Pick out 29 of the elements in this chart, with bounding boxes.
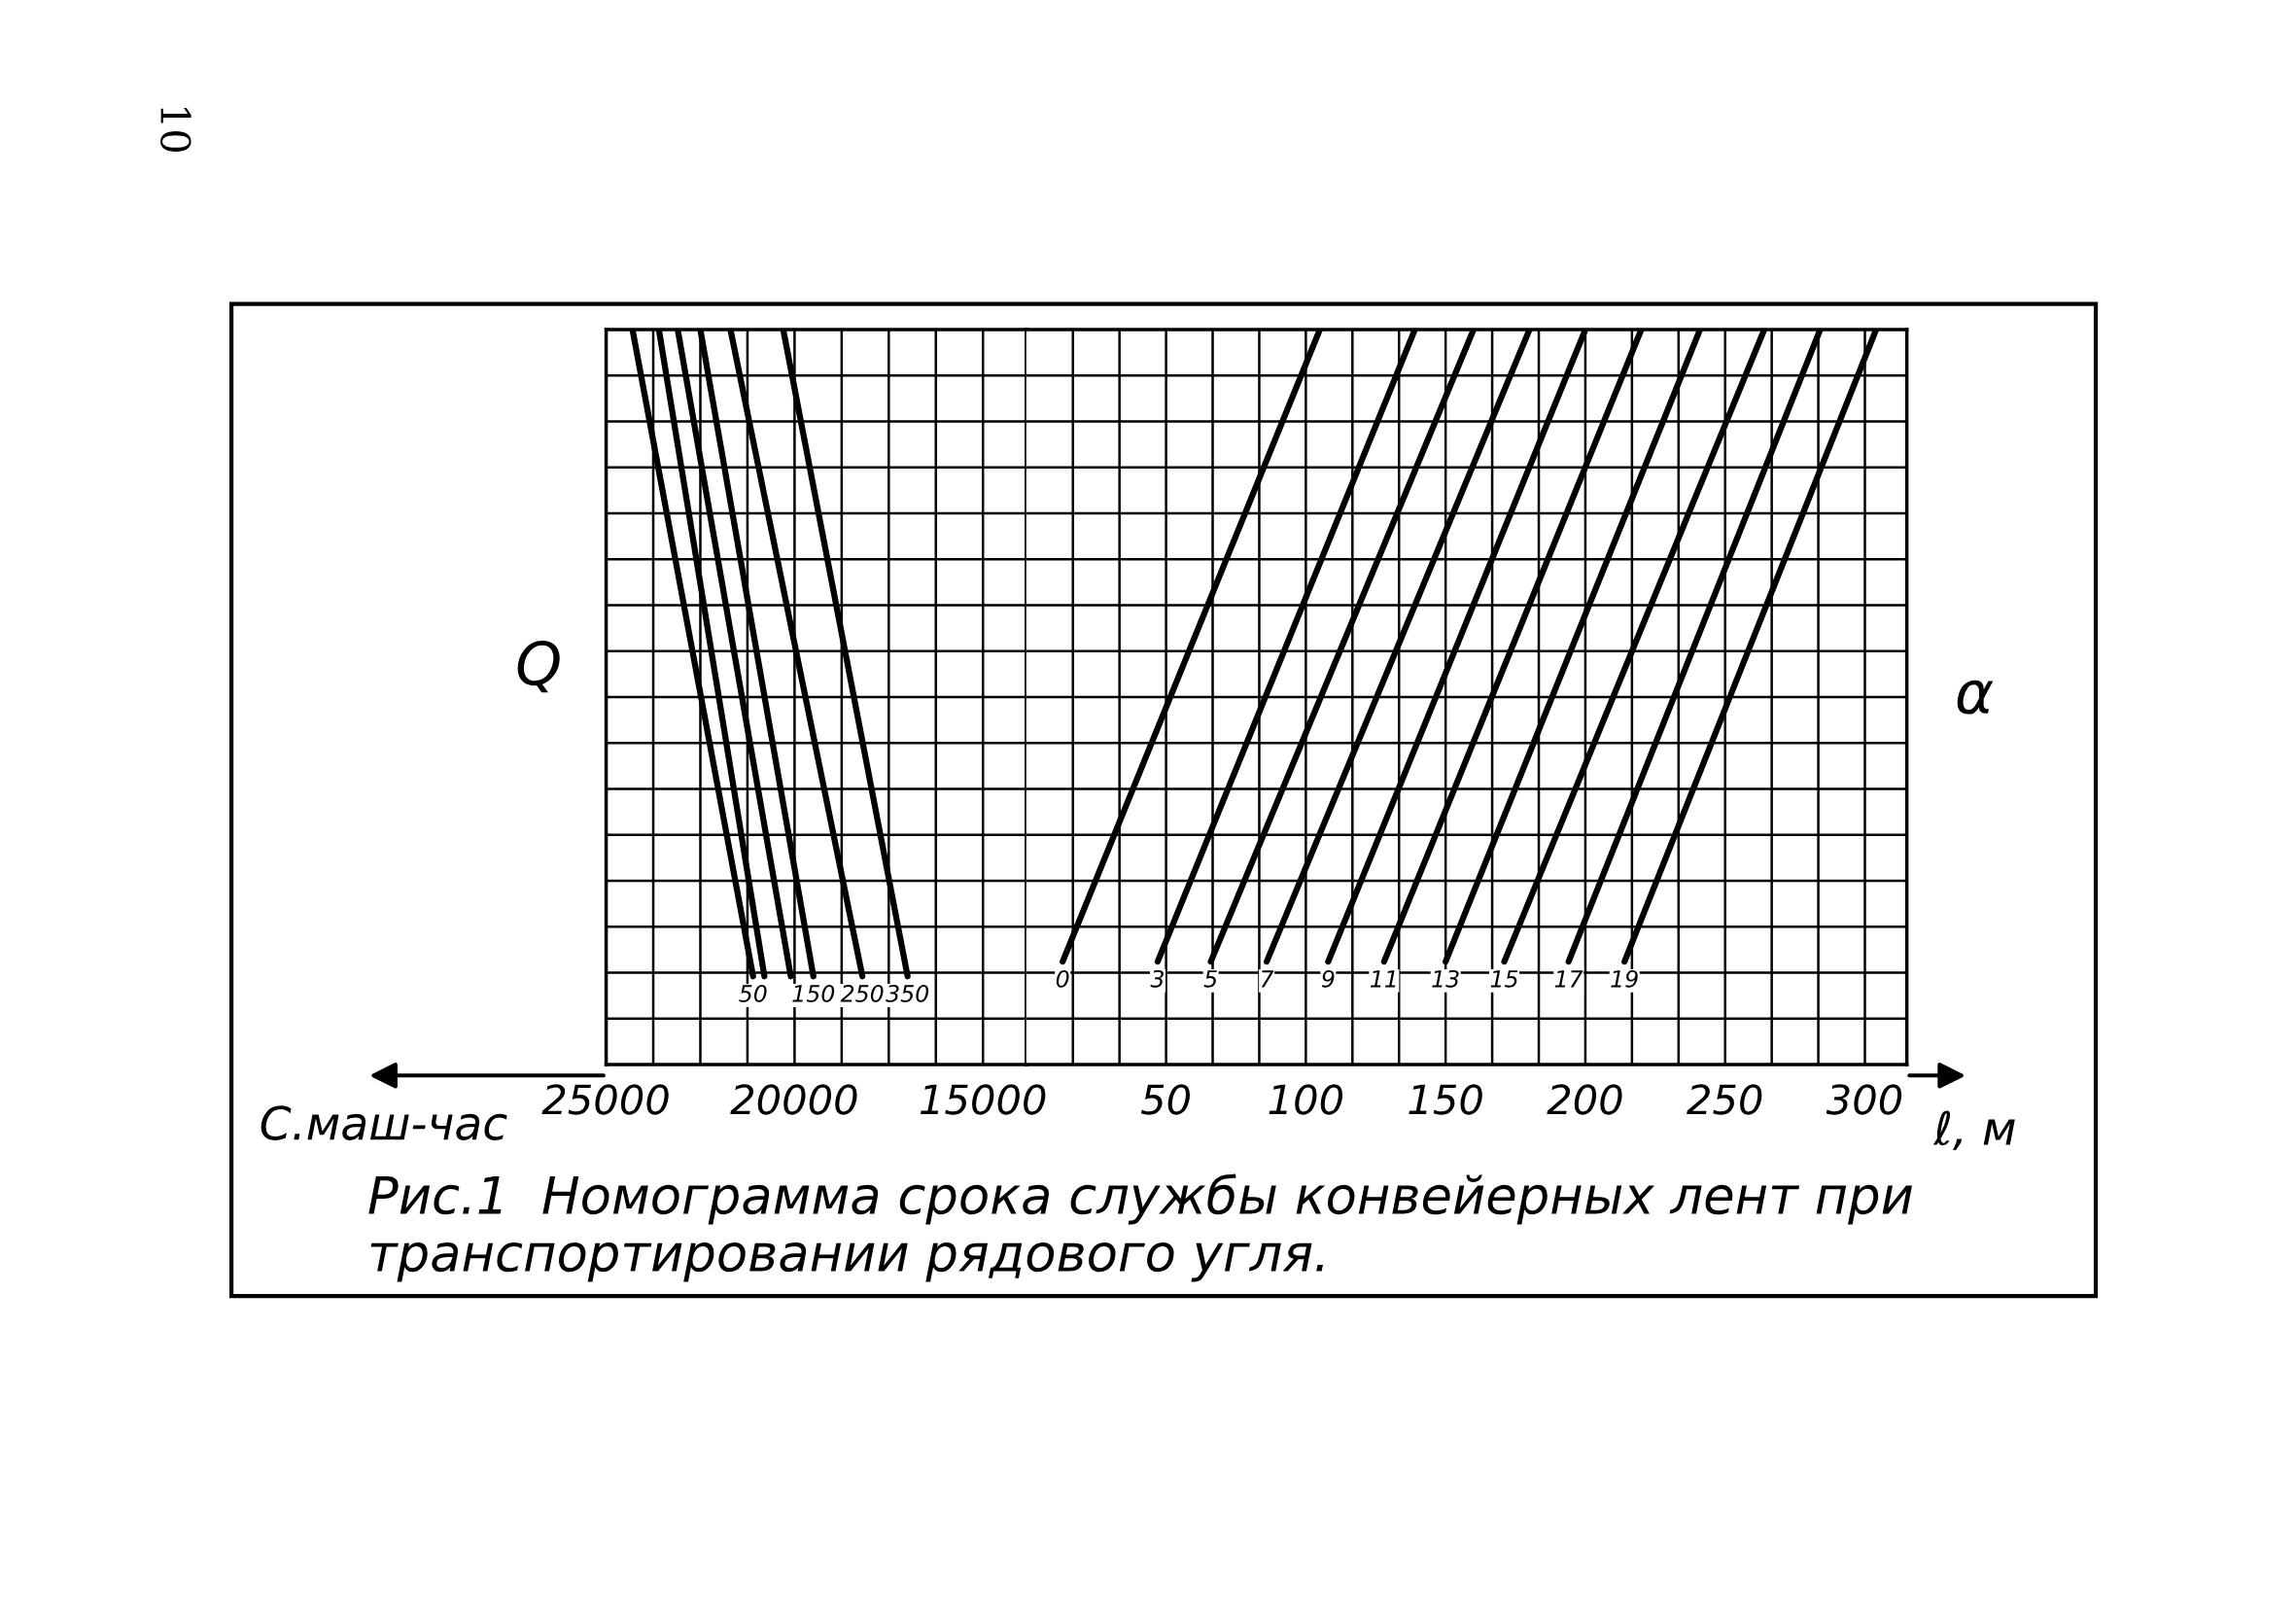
x-axis-title: С.маш-час	[261, 1105, 507, 1140]
series-label: 3	[1150, 969, 1164, 988]
x-tick-label: 20000	[730, 1084, 857, 1115]
series-label: 5	[1203, 970, 1217, 988]
series-label: 350	[886, 984, 929, 1002]
y-axis-title: Q	[517, 640, 560, 693]
x-axis-title: ℓ, м	[1932, 1110, 2015, 1150]
y2-axis-title: α	[1957, 680, 1994, 715]
series-label: 50	[739, 984, 767, 1002]
x-tick-label: 15000	[920, 1084, 1046, 1115]
text: Рис.1 Номограмма срока службы конвейерных лент при транспортировании рядового угля.	[368, 1173, 1912, 1282]
x-tick-label: 50	[1140, 1084, 1191, 1115]
x-tick-label: 200	[1547, 1084, 1622, 1115]
x-tick-label: 100	[1269, 1084, 1343, 1115]
series-label: 15	[1490, 970, 1518, 988]
series-label: 17	[1554, 970, 1583, 988]
x-tick-label: 300	[1826, 1084, 1902, 1115]
series-label: 19	[1611, 969, 1638, 988]
x-tick-label: 150	[1409, 1084, 1482, 1115]
series-label: 7	[1261, 970, 1274, 988]
series-label: 250	[840, 984, 884, 1002]
x-tick-label: 250	[1687, 1084, 1762, 1115]
x-tick-label: 25000	[541, 1084, 669, 1115]
series-label: 150	[792, 984, 835, 1002]
series-label: 11	[1371, 970, 1396, 988]
series-label: 13	[1432, 969, 1459, 988]
text: 10	[160, 107, 191, 153]
series-label: 0	[1056, 969, 1069, 988]
series-label: 9	[1321, 969, 1335, 988]
